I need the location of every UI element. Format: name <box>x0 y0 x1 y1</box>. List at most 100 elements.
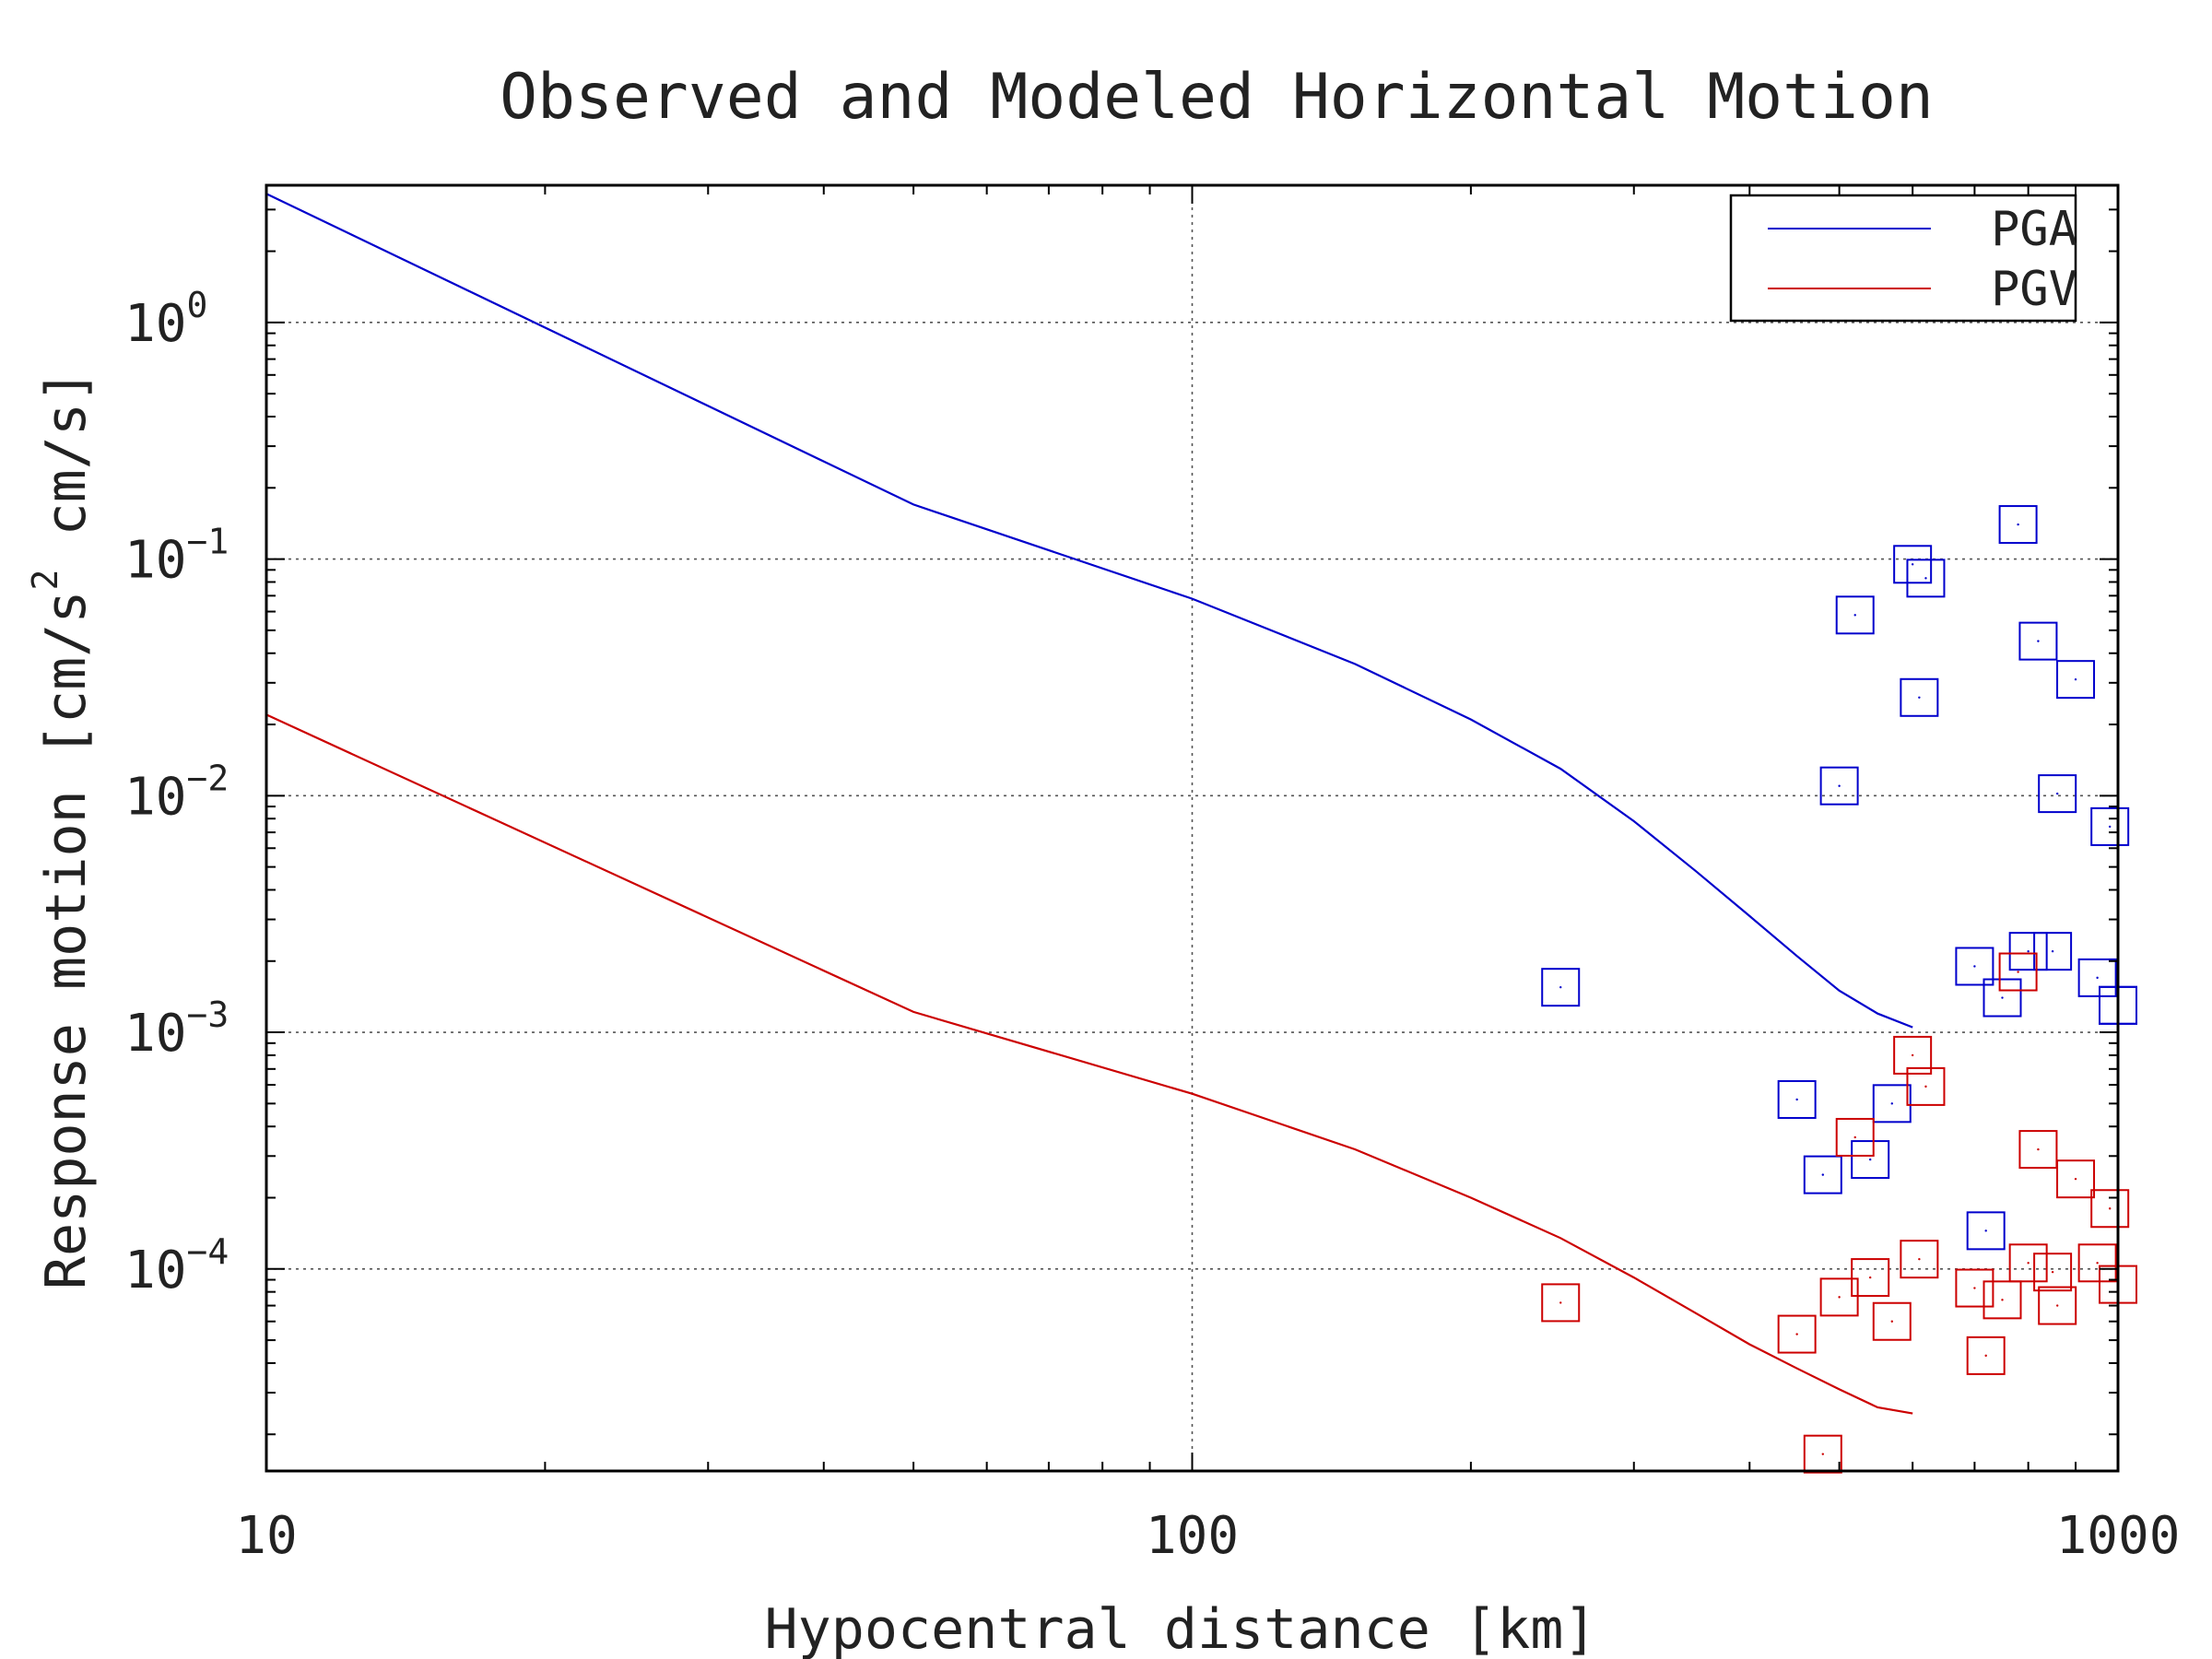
y-tick-exponent: −2 <box>186 758 229 798</box>
pgv-observed-marker <box>1955 1268 1994 1308</box>
pga-observed-dot <box>2056 792 2059 795</box>
pgv-model-line <box>265 713 1913 1415</box>
pga-observed-marker <box>1803 1155 1842 1194</box>
pgv-observed-dot <box>1973 1287 1976 1289</box>
pgv-observed-marker <box>1893 1035 1933 1075</box>
pga-observed-dot <box>1924 577 1927 580</box>
pgv-observed-dot <box>1984 1354 1987 1358</box>
pga-observed-marker <box>2038 774 2077 814</box>
legend-box <box>1729 194 2077 323</box>
y-tick-base: 10 <box>124 1241 186 1300</box>
y-tick-label: 10−2 <box>124 758 229 827</box>
pga-observed-dot <box>2037 640 2040 642</box>
pga-observed-dot <box>1918 696 1921 699</box>
pga-observed-dot <box>1821 1173 1825 1176</box>
pgv-observed-dot <box>2056 1304 2059 1307</box>
pga-observed-marker <box>2018 621 2058 661</box>
pgv-observed-dot <box>1559 1301 1562 1304</box>
pga-observed-dot <box>1795 1098 1798 1101</box>
pga-observed-marker <box>1955 947 1994 986</box>
pgv-observed-dot <box>1838 1296 1841 1299</box>
pgv-observed-marker <box>1835 1117 1875 1157</box>
pgv-observed-marker <box>1998 952 2038 992</box>
pgv-observed-marker <box>1900 1240 1939 1279</box>
pgv-observed-marker <box>1983 1280 2022 1320</box>
pgv-observed-marker <box>1906 1066 1946 1106</box>
pgv-observed-dot <box>1924 1085 1927 1088</box>
pgv-observed-dot <box>1918 1257 1921 1261</box>
pga-observed-dot <box>2001 996 2004 999</box>
pgv-observed-marker <box>1541 1283 1581 1323</box>
pgv-observed-marker <box>2056 1159 2096 1199</box>
pga-observed-marker <box>1906 559 1946 598</box>
pga-observed-dot <box>1911 563 1914 566</box>
pga-observed-dot <box>1890 1102 1893 1105</box>
pga-observed-marker <box>1851 1140 1890 1180</box>
y-tick-label: 10−4 <box>124 1231 229 1300</box>
pga-observed-dot <box>2096 976 2099 980</box>
pgv-observed-dot <box>1890 1320 1893 1323</box>
y-axis-label-superscript: 2 <box>25 570 65 591</box>
pga-observed-dot <box>1559 985 1562 989</box>
pga-observed-marker <box>1893 545 1933 584</box>
y-axis-label: Response motion [cm/s2 cm/s] <box>25 370 99 1289</box>
pga-observed-marker <box>1983 978 2022 1018</box>
pga-observed-marker <box>1966 1211 2006 1251</box>
chart-title: Observed and Modeled Horizontal Motion <box>500 61 1934 134</box>
pga-observed-dot <box>1838 784 1841 787</box>
pgv-observed-marker <box>1851 1258 1890 1298</box>
pgv-observed-marker <box>1966 1335 2006 1375</box>
pgv-observed-marker <box>1777 1314 1817 1354</box>
pgv-observed-dot <box>1821 1453 1825 1455</box>
pga-observed-dot <box>2017 523 2019 526</box>
pga-observed-marker <box>2077 958 2117 997</box>
pga-observed-dot <box>2027 949 2030 953</box>
pga-observed-marker <box>1777 1079 1817 1119</box>
pgv-observed-marker <box>2033 1253 2073 1292</box>
pgv-observed-dot <box>2051 1270 2054 1274</box>
pgv-observed-dot <box>2037 1147 2040 1151</box>
y-tick-label: 100 <box>124 285 207 354</box>
pgv-observed-marker <box>2008 1243 2048 1283</box>
y-tick-base: 10 <box>124 1004 186 1064</box>
pga-observed-marker <box>2090 806 2130 846</box>
y-tick-base: 10 <box>124 294 186 354</box>
pgv-observed-dot <box>2001 1299 2004 1301</box>
y-tick-base: 10 <box>124 767 186 827</box>
pga-observed-marker <box>2033 932 2073 971</box>
pgv-observed-dot <box>2074 1177 2077 1181</box>
legend: PGA PGV <box>1729 194 2077 323</box>
pgv-observed-marker <box>2090 1189 2130 1229</box>
pga-observed-marker <box>2008 932 2048 971</box>
x-tick-label: 1000 <box>2056 1506 2181 1566</box>
pgv-observed-dot <box>1911 1053 1914 1057</box>
pgv-observed-dot <box>1853 1135 1856 1139</box>
pgv-observed-marker <box>1819 1277 1859 1317</box>
pga-observed-marker <box>2056 660 2096 700</box>
pga-model-line <box>265 193 1913 1029</box>
pga-observed-dot <box>1868 1158 1872 1161</box>
y-tick-exponent: −1 <box>186 522 229 562</box>
y-axis-label-suffix: cm/s] <box>34 370 99 570</box>
pgv-observed-dot <box>1868 1276 1872 1279</box>
y-tick-exponent: −4 <box>186 1231 229 1272</box>
pga-observed-marker <box>1998 505 2038 545</box>
pga-observed-dot <box>2074 677 2077 681</box>
y-tick-label: 10−3 <box>124 994 229 1064</box>
pgv-observed-dot <box>1795 1333 1798 1335</box>
pgv-observed-dot <box>2017 971 2019 973</box>
x-tick-label: 10 <box>235 1506 297 1566</box>
pgv-observed-marker <box>2018 1130 2058 1170</box>
pga-observed-marker <box>1872 1084 1912 1124</box>
pga-observed-marker <box>1541 968 1581 1007</box>
x-tick-label: 100 <box>1146 1506 1239 1566</box>
y-tick-exponent: −3 <box>186 994 229 1035</box>
pgv-observed-dot <box>2027 1262 2030 1265</box>
pga-observed-dot <box>1853 614 1856 617</box>
y-tick-exponent: 0 <box>186 285 207 325</box>
y-tick-base: 10 <box>124 531 186 591</box>
y-tick-label: 10−1 <box>124 522 229 591</box>
pga-observed-dot <box>1984 1230 1987 1232</box>
